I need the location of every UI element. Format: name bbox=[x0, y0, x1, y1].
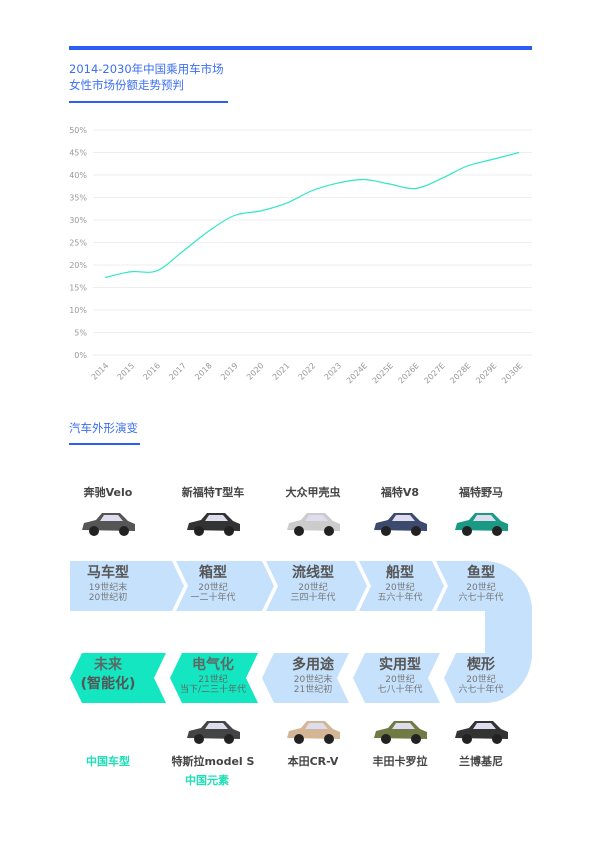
segment-bg bbox=[266, 561, 367, 611]
stage-period-2: 五六十年代 bbox=[377, 593, 423, 603]
section-title: 汽车外形演变 bbox=[69, 421, 138, 435]
car-name: 本田CR-V bbox=[287, 755, 339, 768]
stage-name: 实用型 bbox=[379, 657, 421, 673]
y-tick-label: 50% bbox=[69, 126, 87, 135]
segment-bg-curve bbox=[436, 561, 532, 703]
segment-bg bbox=[176, 561, 274, 611]
y-tick-label: 5% bbox=[74, 329, 87, 338]
stage-name: 楔形 bbox=[467, 657, 495, 673]
car-name: 兰博基尼 bbox=[459, 755, 503, 768]
stage-bottom: 实用型 20世纪 七八十年代 bbox=[350, 656, 450, 695]
stage-period-1: 20世纪 bbox=[385, 583, 415, 593]
stage-name: 流线型 bbox=[292, 565, 334, 581]
stage-name: 多用途 bbox=[292, 657, 334, 673]
y-tick-label: 35% bbox=[69, 194, 87, 203]
stage-bottom: 未来 (智能化) bbox=[58, 656, 158, 693]
y-tick-label: 25% bbox=[69, 239, 87, 248]
segment-bg bbox=[353, 653, 440, 703]
top-accent-bar bbox=[69, 46, 532, 50]
stage-period-2: 21世纪初 bbox=[293, 685, 333, 695]
segment-bg-teal bbox=[70, 653, 166, 703]
stage-period-1: 20世纪 bbox=[298, 583, 328, 593]
car-name: 大众甲壳虫 bbox=[285, 486, 341, 499]
stage-period-1: 20世纪 bbox=[198, 583, 228, 593]
car-image bbox=[455, 721, 508, 744]
stage-top: 马车型 19世纪末 20世纪初 bbox=[58, 564, 158, 603]
stage-period-2: 当下/二三十年代 bbox=[179, 685, 247, 695]
stage-bottom: 多用途 20世纪末 21世纪初 bbox=[263, 656, 363, 695]
car-name: 新福特T型车 bbox=[181, 486, 245, 499]
chart-title: 2014-2030年中国乘用车市场 女性市场份额走势预判 bbox=[69, 61, 224, 93]
stage-name: 马车型 bbox=[87, 565, 129, 581]
stage-period-2: 一二十年代 bbox=[190, 593, 236, 603]
car-image bbox=[187, 513, 240, 536]
car-image bbox=[187, 721, 240, 744]
y-tick-label: 0% bbox=[74, 351, 87, 360]
car-name: 福特野马 bbox=[459, 486, 503, 499]
stage-period-2: 三四十年代 bbox=[290, 593, 336, 603]
segment-bg-teal bbox=[170, 653, 258, 703]
car-name: 中国车型 bbox=[86, 755, 130, 768]
y-tick-label: 30% bbox=[69, 216, 87, 225]
car-image bbox=[374, 721, 427, 744]
stage-top: 流线型 20世纪 三四十年代 bbox=[263, 564, 363, 603]
segment-bg bbox=[359, 561, 444, 611]
stage-name: 电气化 bbox=[192, 657, 234, 673]
stage-period-1: 20世纪 bbox=[466, 675, 496, 685]
line-chart: 0%5%10%15%20%25%30%35%40%45%50%2014 2015 2… bbox=[69, 126, 532, 385]
stage-period-1: (智能化) bbox=[80, 676, 136, 692]
stage-name: 鱼型 bbox=[467, 565, 495, 581]
car-image bbox=[82, 513, 135, 536]
car-name: 福特V8 bbox=[380, 486, 420, 499]
stage-name: 箱型 bbox=[199, 565, 227, 581]
y-tick-label: 45% bbox=[69, 149, 87, 158]
segment-bg bbox=[262, 653, 349, 703]
car-image bbox=[455, 513, 508, 536]
chart-title-line2: 女性市场份额走势预判 bbox=[69, 78, 184, 92]
china-element-label: 中国元素 bbox=[185, 774, 229, 787]
stage-bottom: 楔形 20世纪 六七十年代 bbox=[431, 656, 531, 695]
stage-period-2: 七八十年代 bbox=[377, 685, 423, 695]
car-image bbox=[287, 721, 340, 744]
stage-name: 船型 bbox=[386, 565, 414, 581]
stage-period-2: 六七十年代 bbox=[458, 685, 504, 695]
stage-period-1: 20世纪 bbox=[385, 675, 415, 685]
y-tick-label: 20% bbox=[69, 261, 87, 270]
segment-bg bbox=[70, 561, 184, 611]
stage-top: 鱼型 20世纪 六七十年代 bbox=[431, 564, 531, 603]
stage-period-1: 20世纪末 bbox=[293, 675, 333, 685]
stage-top: 船型 20世纪 五六十年代 bbox=[350, 564, 450, 603]
title-underline bbox=[69, 101, 228, 103]
car-image bbox=[287, 513, 340, 536]
stage-period-1: 20世纪 bbox=[466, 583, 496, 593]
stage-bottom: 电气化 21世纪 当下/二三十年代 bbox=[163, 656, 263, 695]
stage-period-2: 20世纪初 bbox=[88, 593, 128, 603]
stage-period-2: 六七十年代 bbox=[458, 593, 504, 603]
y-tick-label: 15% bbox=[69, 284, 87, 293]
car-name: 丰田卡罗拉 bbox=[372, 755, 428, 768]
car-name: 奔驰Velo bbox=[83, 486, 133, 499]
stage-top: 箱型 20世纪 一二十年代 bbox=[163, 564, 263, 603]
stage-period-1: 21世纪 bbox=[198, 675, 228, 685]
chart-title-line1: 2014-2030年中国乘用车市场 bbox=[69, 62, 224, 76]
car-name: 特斯拉model S bbox=[171, 755, 255, 768]
car-image bbox=[374, 513, 427, 536]
stage-name: 未来 bbox=[94, 657, 122, 673]
y-tick-label: 40% bbox=[69, 171, 87, 180]
stage-period-1: 19世纪末 bbox=[88, 583, 128, 593]
y-tick-label: 10% bbox=[69, 306, 87, 315]
section-underline bbox=[69, 443, 140, 445]
